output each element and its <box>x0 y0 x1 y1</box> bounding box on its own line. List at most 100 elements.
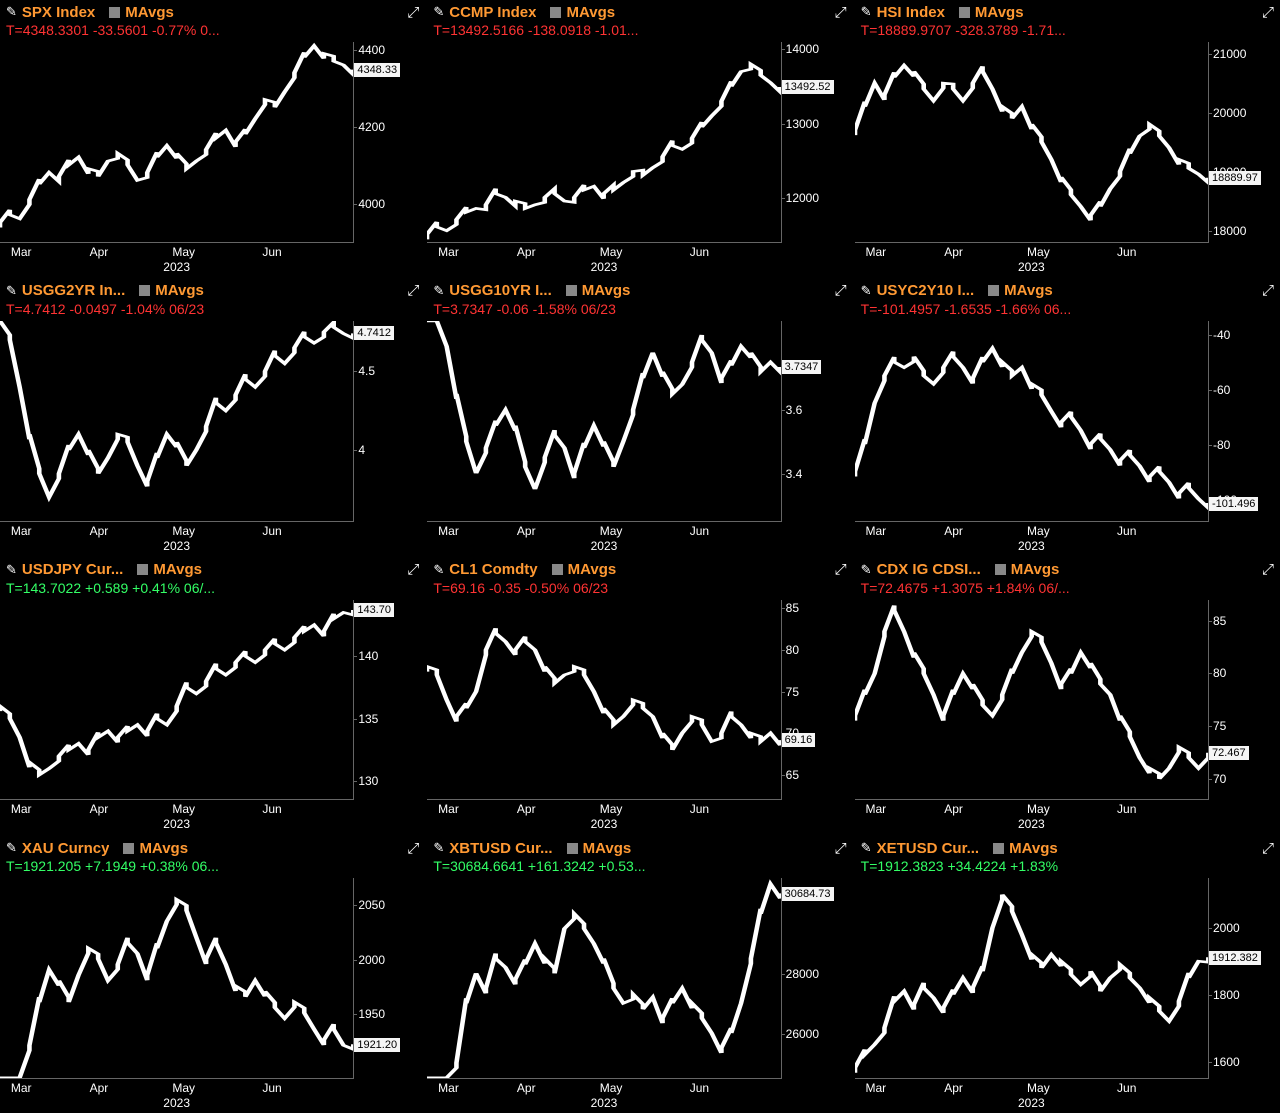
chart-panel[interactable]: ✎XBTUSD Cur...MAvgs⤢T=30684.6641 +161.32… <box>427 836 852 1113</box>
chart-area[interactable]: 1600180020001912.382 <box>855 878 1280 1079</box>
x-tick: Jun <box>1117 1081 1136 1095</box>
x-tick: Apr <box>517 524 536 538</box>
chart-area[interactable]: 260002800030684.73 <box>427 878 852 1079</box>
mavgs-toggle-icon[interactable] <box>109 7 120 18</box>
plot-region[interactable] <box>855 321 1208 522</box>
edit-icon[interactable]: ✎ <box>6 4 17 20</box>
edit-icon[interactable]: ✎ <box>861 283 872 299</box>
edit-icon[interactable]: ✎ <box>6 283 17 299</box>
chart-area[interactable]: 1800019000200002100018889.97 <box>855 42 1280 243</box>
mavgs-label[interactable]: MAvgs <box>153 561 202 578</box>
plot-region[interactable] <box>855 878 1208 1079</box>
expand-icon[interactable]: ⤢ <box>1262 840 1274 857</box>
expand-icon[interactable]: ⤢ <box>835 4 847 21</box>
mavgs-label[interactable]: MAvgs <box>139 840 188 857</box>
mavgs-toggle-icon[interactable] <box>139 285 150 296</box>
stat-pct: -1.01... <box>595 22 639 38</box>
edit-icon[interactable]: ✎ <box>433 562 444 578</box>
plot-region[interactable] <box>0 878 353 1079</box>
edit-icon[interactable]: ✎ <box>433 840 444 856</box>
edit-icon[interactable]: ✎ <box>6 562 17 578</box>
mavgs-label[interactable]: MAvgs <box>566 4 615 21</box>
chart-area[interactable]: -40-60-80-100-101.496 <box>855 321 1280 522</box>
mavgs-label[interactable]: MAvgs <box>125 4 174 21</box>
price-line <box>0 321 353 497</box>
plot-region[interactable] <box>0 42 353 243</box>
edit-icon[interactable]: ✎ <box>433 4 444 20</box>
edit-icon[interactable]: ✎ <box>861 562 872 578</box>
mavgs-toggle-icon[interactable] <box>988 285 999 296</box>
price-line <box>427 321 780 489</box>
edit-icon[interactable]: ✎ <box>6 840 17 856</box>
expand-icon[interactable]: ⤢ <box>835 561 847 578</box>
chart-panel[interactable]: ✎USGG10YR I...MAvgs⤢T=3.7347 -0.06 -1.58… <box>427 279 852 556</box>
x-year: 2023 <box>591 260 618 274</box>
expand-icon[interactable]: ⤢ <box>407 4 419 21</box>
expand-icon[interactable]: ⤢ <box>407 282 419 299</box>
chart-panel[interactable]: ✎CCMP IndexMAvgs⤢T=13492.5166 -138.0918 … <box>427 0 852 277</box>
y-tick: 85 <box>786 601 799 615</box>
mavgs-label[interactable]: MAvgs <box>582 282 631 299</box>
chart-panel[interactable]: ✎USGG2YR In...MAvgs⤢T=4.7412 -0.0497 -1.… <box>0 279 425 556</box>
expand-icon[interactable]: ⤢ <box>1262 4 1274 21</box>
chart-area[interactable]: 7075808572.467 <box>855 600 1280 801</box>
plot-region[interactable] <box>0 600 353 801</box>
expand-icon[interactable]: ⤢ <box>407 561 419 578</box>
x-tick: May <box>1027 245 1050 259</box>
chart-panel[interactable]: ✎USYC2Y10 I...MAvgs⤢T=-101.4957 -1.6535 … <box>855 279 1280 556</box>
edit-icon[interactable]: ✎ <box>861 4 872 20</box>
mavgs-toggle-icon[interactable] <box>566 285 577 296</box>
price-label: 18889.97 <box>1209 171 1261 185</box>
x-axis: MarAprMayJun2023 <box>427 522 852 556</box>
expand-icon[interactable]: ⤢ <box>835 282 847 299</box>
panel-header: ✎XBTUSD Cur...MAvgs⤢ <box>427 836 852 858</box>
chart-panel[interactable]: ✎CL1 ComdtyMAvgs⤢T=69.16 -0.35 -0.50% 06… <box>427 558 852 835</box>
expand-icon[interactable]: ⤢ <box>835 840 847 857</box>
mavgs-toggle-icon[interactable] <box>123 843 134 854</box>
mavgs-toggle-icon[interactable] <box>137 564 148 575</box>
edit-icon[interactable]: ✎ <box>433 283 444 299</box>
chart-area[interactable]: 3.43.63.7347 <box>427 321 852 522</box>
mavgs-toggle-icon[interactable] <box>567 843 578 854</box>
mavgs-label[interactable]: MAvgs <box>1004 282 1053 299</box>
plot-region[interactable] <box>427 42 780 243</box>
chart-panel[interactable]: ✎CDX IG CDSI...MAvgs⤢T=72.4675 +1.3075 +… <box>855 558 1280 835</box>
plot-region[interactable] <box>427 878 780 1079</box>
mavgs-label[interactable]: MAvgs <box>583 840 632 857</box>
plot-region[interactable] <box>0 321 353 522</box>
mavgs-toggle-icon[interactable] <box>959 7 970 18</box>
expand-icon[interactable]: ⤢ <box>407 840 419 857</box>
plot-region[interactable] <box>427 600 780 801</box>
mavgs-toggle-icon[interactable] <box>550 7 561 18</box>
mavgs-toggle-icon[interactable] <box>995 564 1006 575</box>
mavgs-label[interactable]: MAvgs <box>568 561 617 578</box>
chart-panel[interactable]: ✎USDJPY Cur...MAvgs⤢T=143.7022 +0.589 +0… <box>0 558 425 835</box>
chart-panel[interactable]: ✎XAU CurncyMAvgs⤢T=1921.205 +7.1949 +0.3… <box>0 836 425 1113</box>
chart-area[interactable]: 130135140143.70 <box>0 600 425 801</box>
chart-panel[interactable]: ✎SPX IndexMAvgs⤢T=4348.3301 -33.5601 -0.… <box>0 0 425 277</box>
expand-icon[interactable]: ⤢ <box>1262 282 1274 299</box>
chart-area[interactable]: 657075808569.16 <box>427 600 852 801</box>
chart-area[interactable]: 1950200020501921.20 <box>0 878 425 1079</box>
stat-change: +1.3075 <box>932 580 983 596</box>
mavgs-toggle-icon[interactable] <box>993 843 1004 854</box>
mavgs-label[interactable]: MAvgs <box>1009 840 1058 857</box>
mavgs-label[interactable]: MAvgs <box>155 282 204 299</box>
mavgs-toggle-icon[interactable] <box>552 564 563 575</box>
plot-region[interactable] <box>855 600 1208 801</box>
plot-region[interactable] <box>427 321 780 522</box>
chart-area[interactable]: 12000130001400013492.52 <box>427 42 852 243</box>
expand-icon[interactable]: ⤢ <box>1262 561 1274 578</box>
mavgs-label[interactable]: MAvgs <box>1011 561 1060 578</box>
mavgs-label[interactable]: MAvgs <box>975 4 1024 21</box>
chart-panel[interactable]: ✎HSI IndexMAvgs⤢T=18889.9707 -328.3789 -… <box>855 0 1280 277</box>
y-tick: 4000 <box>358 197 385 211</box>
plot-region[interactable] <box>855 42 1208 243</box>
edit-icon[interactable]: ✎ <box>861 840 872 856</box>
chart-panel[interactable]: ✎XETUSD Cur...MAvgs⤢T=1912.3823 +34.4224… <box>855 836 1280 1113</box>
y-tick: 85 <box>1213 614 1226 628</box>
chart-area[interactable]: 44.54.7412 <box>0 321 425 522</box>
x-tick: Apr <box>90 245 109 259</box>
x-axis: MarAprMayJun2023 <box>855 243 1280 277</box>
chart-area[interactable]: 4000420044004348.33 <box>0 42 425 243</box>
